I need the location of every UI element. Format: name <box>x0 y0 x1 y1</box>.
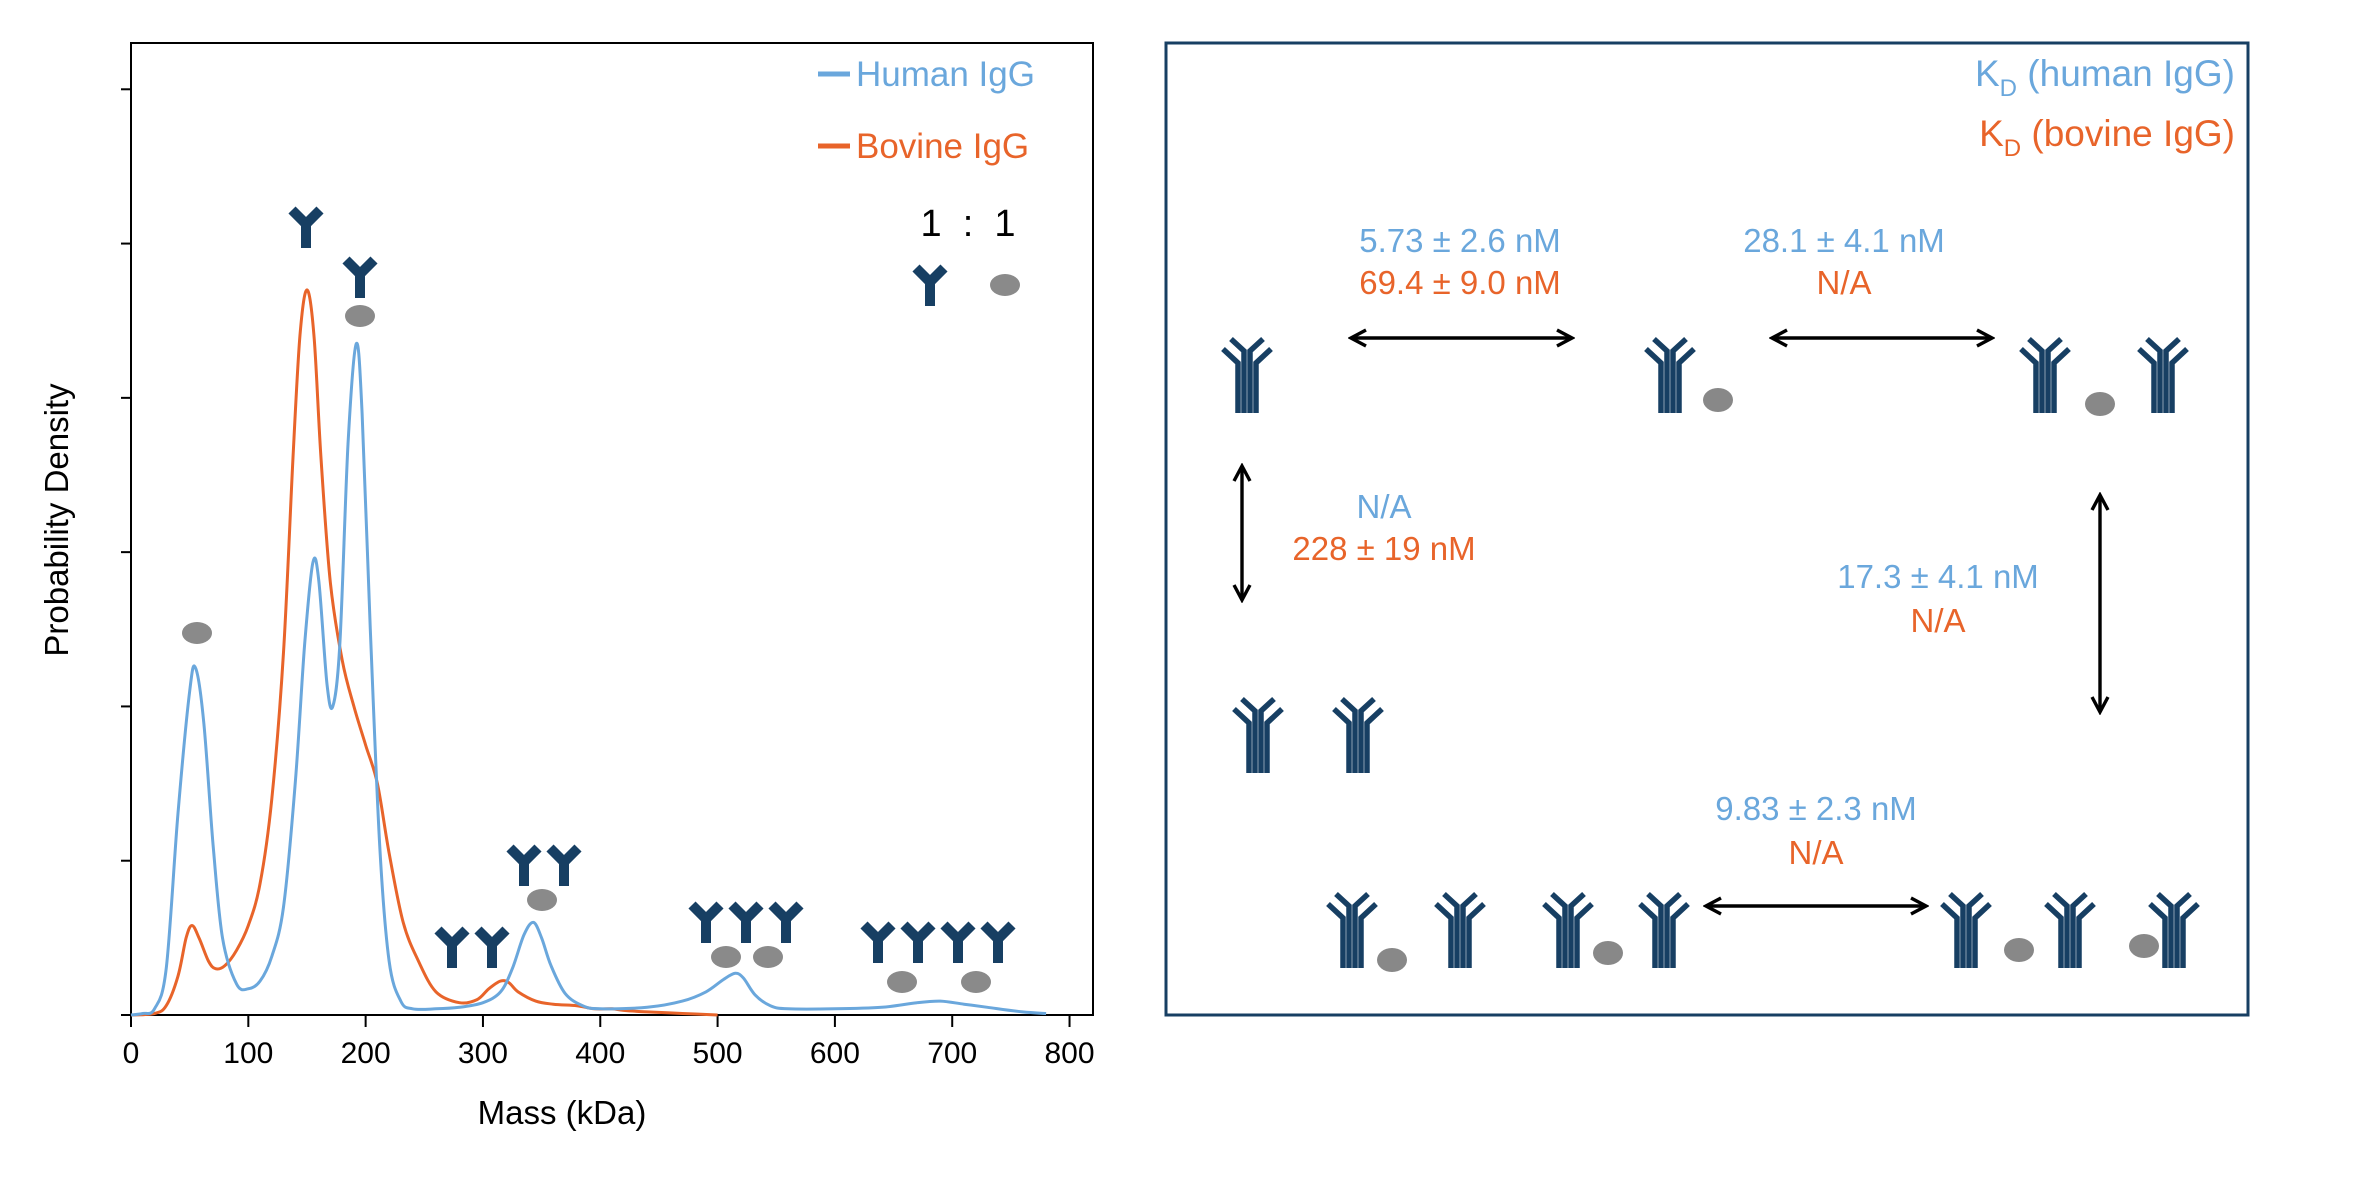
kd-bovine-3: 228 ± 19 nM <box>1292 530 1475 567</box>
antibody-icon <box>1436 894 1484 968</box>
antibody-icon <box>1328 894 1376 968</box>
kd-legend: KD (human IgG) KD (bovine IgG) <box>1975 53 2235 162</box>
antibody-icon <box>510 848 538 886</box>
kd-legend-bovine: KD (bovine IgG) <box>1979 113 2235 162</box>
kd-bovine-2: N/A <box>1816 264 1871 301</box>
stoichiometry-label: 1 : 1 <box>920 203 1015 245</box>
series-line-human-igg <box>130 341 1047 1017</box>
kd-human-5: 9.83 ± 2.3 nM <box>1715 790 1917 827</box>
antibody-icon <box>2139 339 2187 413</box>
kd-human-3: N/A <box>1356 488 1411 525</box>
scheme-frame <box>1164 41 2250 1017</box>
antigen-icon <box>1593 941 1623 965</box>
peak-annotations <box>182 210 1012 993</box>
antibody-icon <box>1544 894 1592 968</box>
antigen-icon <box>345 305 375 327</box>
antigen-icon <box>182 622 212 644</box>
mass-photometry-chart: 0 100 200 300 400 500 600 700 800 Mass (kDa) Pro… <box>38 42 1095 1131</box>
antibody-icon <box>292 210 320 248</box>
antibody-icon <box>550 848 578 886</box>
antibody-icon <box>2021 339 2069 413</box>
antibody-icon <box>1334 699 1382 773</box>
antibody-icon <box>1942 894 1990 968</box>
species-antibody-1-antigen <box>1646 339 1733 413</box>
antigen-icon <box>2129 934 2159 958</box>
antibody-icon <box>772 905 800 943</box>
antibody-icon <box>2150 894 2198 968</box>
series-layer <box>130 288 1047 1017</box>
kd-bovine-1: 69.4 ± 9.0 nM <box>1359 264 1561 301</box>
series-line-bovine-igg <box>130 288 718 1017</box>
equilibrium-arrows <box>1242 338 2100 906</box>
species-4-antibody-2-antigen <box>1328 894 1688 972</box>
chart-legend: Human IgG Bovine IgG <box>818 55 1035 166</box>
kd-human-1: 5.73 ± 2.6 nM <box>1359 222 1561 259</box>
antibody-icon <box>864 925 892 963</box>
antibody-icon <box>944 925 972 963</box>
legend-label-bovine: Bovine IgG <box>856 127 1029 166</box>
binding-scheme-panel: KD (human IgG) KD (bovine IgG) <box>1164 41 2250 1017</box>
legend-label-human: Human IgG <box>856 55 1035 94</box>
plot-frame <box>130 42 1094 1016</box>
kd-bovine-4: N/A <box>1910 602 1965 639</box>
antibody-icon <box>438 930 466 968</box>
x-tick-label: 800 <box>1045 1037 1095 1070</box>
kd-legend-human: KD (human IgG) <box>1975 53 2235 102</box>
antigen-icon <box>990 274 1020 296</box>
antibody-icon <box>1640 894 1688 968</box>
antibody-icon <box>904 925 932 963</box>
x-axis-label: Mass (kDa) <box>478 1094 647 1131</box>
antigen-icon <box>753 946 783 968</box>
antibody-icon <box>346 260 374 298</box>
antigen-icon <box>527 889 557 911</box>
antigen-icon <box>1377 948 1407 972</box>
antigen-icon <box>961 971 991 993</box>
y-axis-ticks <box>121 88 131 1016</box>
x-tick-label: 300 <box>458 1037 508 1070</box>
antibody-icon <box>478 930 506 968</box>
antibody-icon <box>1223 339 1271 413</box>
stoichiometry-icons <box>916 268 1020 306</box>
kd-human-4: 17.3 ± 4.1 nM <box>1837 558 2039 595</box>
species-antibody-dimer <box>1234 699 1382 773</box>
species-4-antibody-2-antigen-product <box>1942 894 2198 968</box>
antigen-icon <box>887 971 917 993</box>
x-tick-label: 600 <box>810 1037 860 1070</box>
antibody-icon <box>2046 894 2094 968</box>
x-tick-label: 400 <box>575 1037 625 1070</box>
x-tick-label: 200 <box>341 1037 391 1070</box>
x-tick-label: 500 <box>693 1037 743 1070</box>
kd-values: 5.73 ± 2.6 nM 69.4 ± 9.0 nM 28.1 ± 4.1 n… <box>1292 222 2038 871</box>
antigen-icon <box>711 946 741 968</box>
antigen-icon <box>1703 388 1733 412</box>
x-tick-label: 700 <box>927 1037 977 1070</box>
antibody-icon <box>692 905 720 943</box>
x-axis-ticks: 0 100 200 300 400 500 600 700 800 <box>123 1015 1095 1070</box>
species-2-antibody-1-antigen <box>2021 339 2187 416</box>
y-axis-label: Probability Density <box>38 383 75 657</box>
x-tick-label: 100 <box>223 1037 273 1070</box>
antibody-icon <box>1646 339 1694 413</box>
antigen-icon <box>2085 392 2115 416</box>
kd-human-2: 28.1 ± 4.1 nM <box>1743 222 1945 259</box>
antibody-icon <box>984 925 1012 963</box>
antibody-icon <box>916 268 944 306</box>
antibody-icon <box>732 905 760 943</box>
species-free-antibody <box>1223 339 1271 413</box>
antigen-icon <box>2004 938 2034 962</box>
kd-bovine-5: N/A <box>1788 834 1843 871</box>
x-tick-label: 0 <box>123 1037 140 1070</box>
antibody-icon <box>1234 699 1282 773</box>
